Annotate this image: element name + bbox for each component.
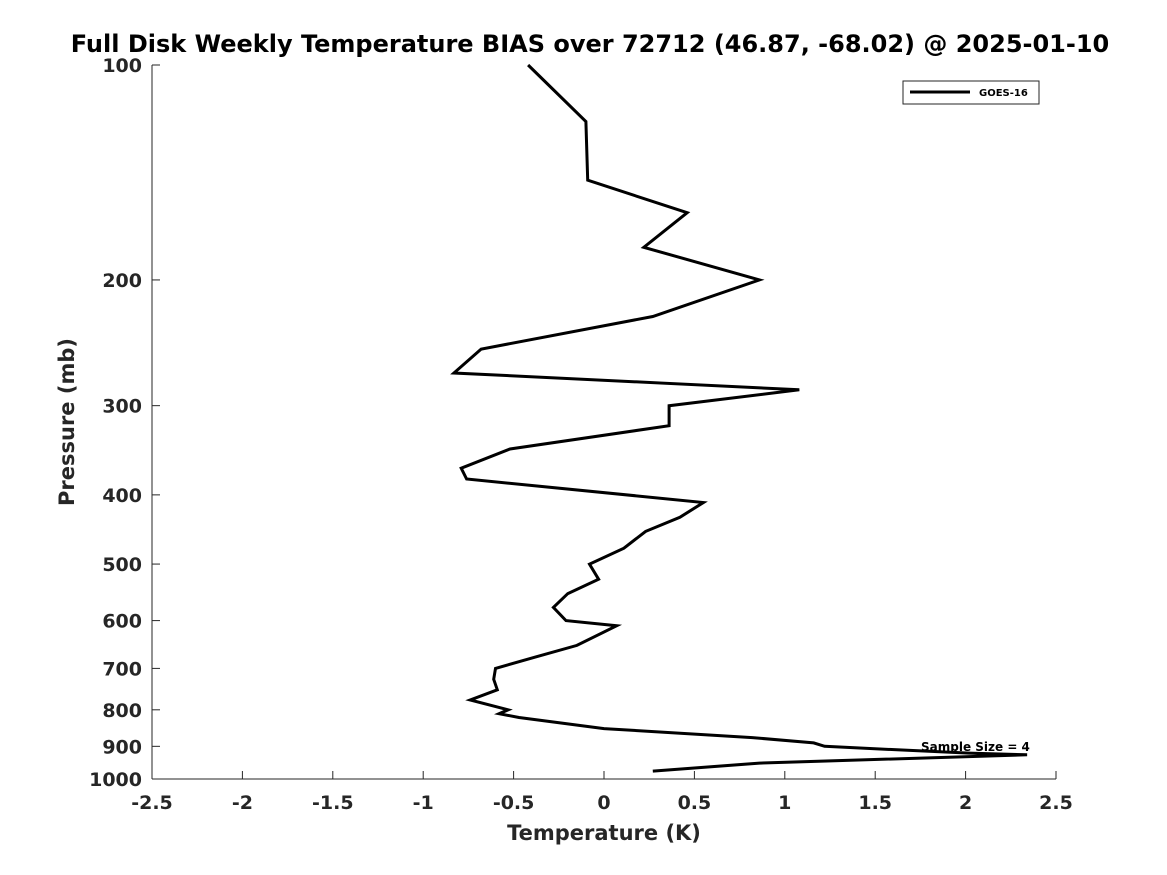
legend-label: GOES-16 [979, 88, 1028, 99]
x-tick-label: -0.5 [493, 792, 535, 814]
series-line [450, 63, 1028, 773]
y-tick-label: 500 [102, 554, 142, 576]
x-tick-label: -1.5 [312, 792, 354, 814]
y-tick-label: 100 [102, 55, 142, 77]
y-tick-label: 700 [102, 658, 142, 680]
y-tick-label: 400 [102, 485, 142, 507]
y-tick-label: 600 [102, 611, 142, 633]
x-tick-label: 2 [959, 792, 972, 814]
sample-size-annotation: Sample Size = 4 [921, 740, 1030, 754]
y-tick-label: 200 [102, 270, 142, 292]
y-tick-label: 1000 [89, 769, 142, 791]
x-tick-label: -2.5 [131, 792, 173, 814]
plot-area: -2.5 -2 -1.5 -1 -0.5 0 0.5 1 1.5 2 2.5 100 200 300 40… [89, 55, 1073, 814]
x-tick-label: 1 [778, 792, 791, 814]
legend-box [902, 80, 1040, 105]
x-ticks: -2.5 -2 -1.5 -1 -0.5 0 0.5 1 1.5 2 2.5 [131, 771, 1073, 814]
x-axis-label: Temperature (K) [507, 821, 701, 845]
x-tick-label: 0.5 [678, 792, 712, 814]
chart-title: Full Disk Weekly Temperature BIAS over 7… [71, 30, 1110, 58]
x-tick-label: 2.5 [1039, 792, 1073, 814]
y-tick-label: 900 [102, 736, 142, 758]
y-ticks: 100 200 300 400 500 600 700 800 900 1000 [89, 55, 160, 791]
x-tick-label: -1 [413, 792, 434, 814]
x-tick-label: -2 [232, 792, 253, 814]
y-tick-label: 800 [102, 700, 142, 722]
legend: GOES-16 [902, 80, 1040, 105]
x-tick-label: 1.5 [858, 792, 892, 814]
y-tick-label: 300 [102, 396, 142, 418]
y-axis-label: Pressure (mb) [55, 338, 79, 506]
x-tick-label: 0 [597, 792, 610, 814]
series-layer [450, 63, 1028, 773]
